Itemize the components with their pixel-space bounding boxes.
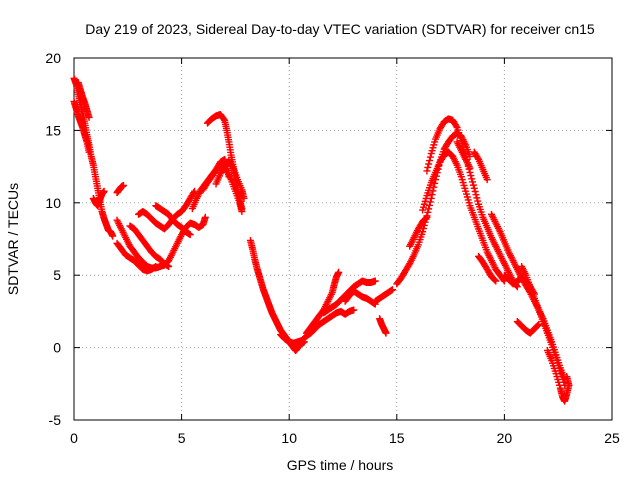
series-track-u xyxy=(371,286,396,305)
series-track-o xyxy=(246,236,308,354)
data-point xyxy=(388,286,396,294)
series-track-t xyxy=(376,315,390,337)
series-track-j xyxy=(152,202,194,239)
data-point xyxy=(425,205,433,213)
x-tick-label: 5 xyxy=(178,430,186,446)
y-tick-label: 5 xyxy=(53,267,61,283)
data-point xyxy=(535,320,543,328)
series-track-y xyxy=(406,213,431,250)
data-point xyxy=(419,228,427,236)
data-point xyxy=(469,181,477,189)
data-point xyxy=(85,148,93,156)
series-track-aa xyxy=(470,148,491,184)
data-points xyxy=(70,74,573,405)
data-point xyxy=(109,232,117,240)
data-point xyxy=(371,277,379,285)
data-point xyxy=(424,208,432,216)
series-track-l xyxy=(203,110,246,213)
data-point xyxy=(471,188,479,196)
x-tick-label: 15 xyxy=(389,430,405,446)
data-point xyxy=(423,167,431,175)
x-axis-label: GPS time / hours xyxy=(287,457,394,473)
data-point xyxy=(466,164,474,172)
series-track-af xyxy=(513,318,543,337)
data-point xyxy=(228,163,236,171)
series-track-h xyxy=(126,222,173,271)
data-point xyxy=(428,191,436,199)
data-point xyxy=(238,205,246,213)
series-track-z xyxy=(453,138,474,172)
x-tick-label: 20 xyxy=(497,430,513,446)
data-point xyxy=(426,153,434,161)
data-point xyxy=(201,213,209,221)
y-tick-label: 0 xyxy=(53,340,61,356)
data-point xyxy=(534,321,542,329)
data-point xyxy=(452,122,460,130)
x-axis-ticks: 0 5 10 15 20 25 xyxy=(70,58,620,446)
data-point xyxy=(469,178,477,186)
y-tick-label: -5 xyxy=(49,412,62,428)
data-point xyxy=(186,231,194,239)
data-point xyxy=(85,113,93,121)
x-tick-label: 10 xyxy=(281,430,297,446)
data-point xyxy=(468,175,476,183)
series-track-ae xyxy=(518,263,569,389)
data-point xyxy=(335,268,343,276)
data-point xyxy=(470,184,478,192)
grid xyxy=(74,58,612,420)
data-point xyxy=(165,263,173,271)
data-point xyxy=(350,306,358,314)
series-track-x xyxy=(419,148,508,285)
series-track-q xyxy=(302,268,343,337)
y-axis-label: SDTVAR / TECUs xyxy=(5,183,21,295)
data-point xyxy=(563,373,571,381)
chart-title: Day 219 of 2023, Sidereal Day-to-day VTE… xyxy=(85,21,595,37)
series-track-v xyxy=(393,129,474,288)
data-point xyxy=(425,160,433,168)
y-tick-label: 20 xyxy=(45,50,61,66)
data-point xyxy=(473,194,481,202)
data-point xyxy=(491,276,499,284)
data-point xyxy=(220,115,228,123)
data-point xyxy=(426,201,434,209)
data-point xyxy=(100,187,108,195)
x-tick-label: 25 xyxy=(604,430,620,446)
data-point xyxy=(426,157,434,165)
data-point xyxy=(152,263,160,271)
series-track-p xyxy=(277,306,358,347)
data-point xyxy=(422,214,430,222)
data-point xyxy=(382,329,390,337)
data-point xyxy=(474,197,482,205)
series-track-ag xyxy=(543,346,573,405)
y-axis-ticks: -5 0 5 10 15 20 xyxy=(45,50,612,428)
y-tick-label: 15 xyxy=(45,122,61,138)
data-point xyxy=(457,137,465,145)
series-track-n xyxy=(212,157,248,202)
data-point xyxy=(225,173,233,181)
data-point xyxy=(483,176,491,184)
data-point xyxy=(423,213,431,221)
data-point xyxy=(424,163,432,171)
series-track-ab xyxy=(475,252,500,285)
series-track-f xyxy=(113,213,209,272)
y-tick-label: 10 xyxy=(45,195,61,211)
series-track-a xyxy=(70,74,117,240)
series-track-c xyxy=(74,79,93,121)
x-tick-label: 0 xyxy=(70,430,78,446)
series-track-e xyxy=(113,181,127,197)
series-track-s xyxy=(341,287,379,308)
series-track-g xyxy=(113,239,160,275)
data-point xyxy=(467,172,475,180)
data-point xyxy=(119,181,127,189)
data-point xyxy=(492,277,500,285)
data-point xyxy=(240,194,248,202)
data-point xyxy=(472,191,480,199)
series-track-b xyxy=(70,97,93,156)
plot-frame xyxy=(73,57,613,421)
series-track-d xyxy=(89,187,108,210)
